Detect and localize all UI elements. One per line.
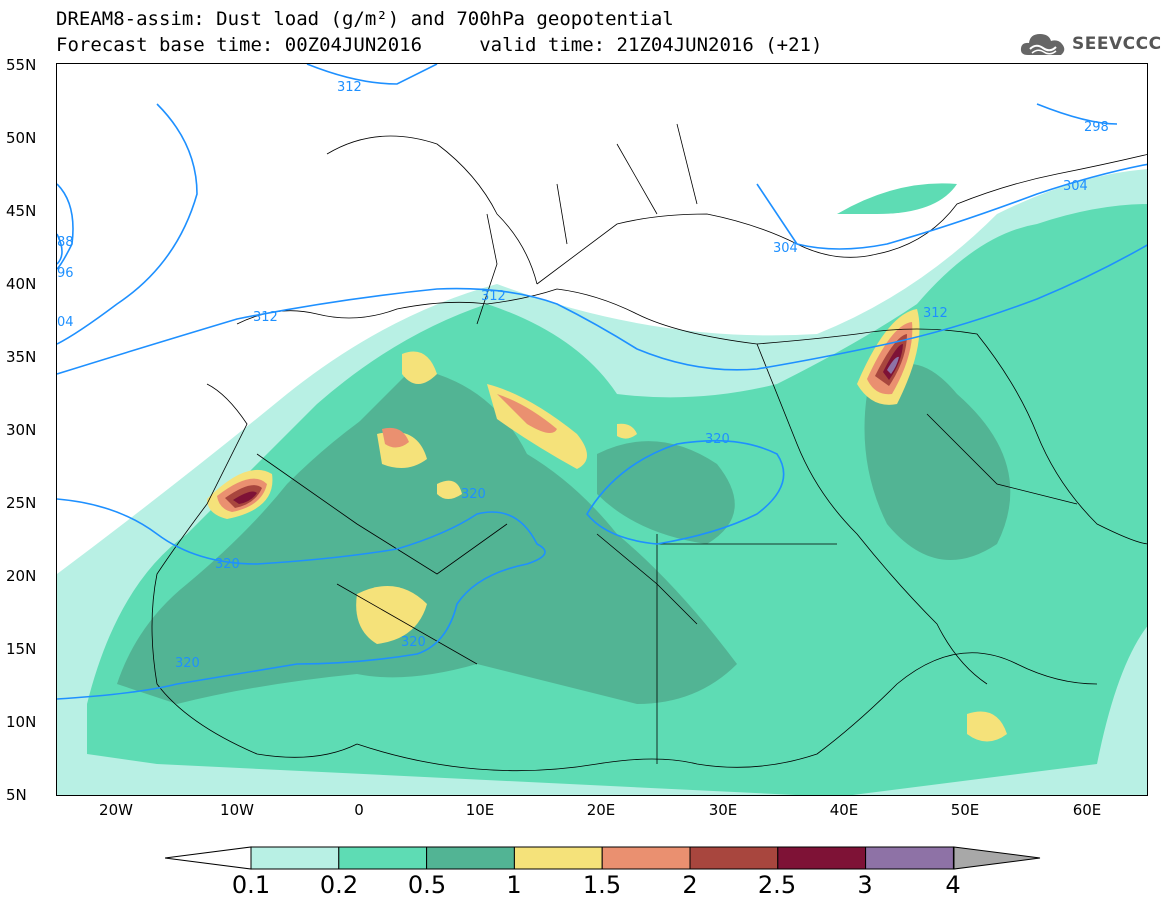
map-title: DREAM8-assim: Dust load (g/m²) and 700hP… bbox=[56, 8, 674, 30]
dust-load-3-layer bbox=[887, 356, 899, 374]
lat-label-10n: 10N bbox=[6, 713, 37, 731]
contour-label: 312 bbox=[253, 310, 278, 325]
lat-label-40n: 40N bbox=[6, 275, 37, 293]
colorbar-cell bbox=[426, 846, 515, 870]
map-canvas: 312 298 304 88 96 04 312 312 304 312 320… bbox=[57, 64, 1147, 795]
contour-label: 96 bbox=[57, 266, 74, 281]
colorbar-upper-arrow bbox=[953, 846, 1041, 870]
lon-label-40e: 40E bbox=[829, 801, 859, 819]
geopotential-contours bbox=[57, 64, 1147, 700]
lon-label-10w: 10W bbox=[220, 801, 254, 819]
colorbar-cells bbox=[250, 846, 954, 870]
seevccc-logo: SEEVCCC bbox=[1018, 24, 1162, 64]
contour-label: 312 bbox=[337, 80, 362, 95]
contour-label: 304 bbox=[1063, 179, 1088, 194]
contour-label: 320 bbox=[215, 557, 240, 572]
contour-labels: 312 298 304 88 96 04 312 312 304 312 320… bbox=[57, 80, 1109, 671]
contour-label: 312 bbox=[481, 289, 506, 304]
map-subtitle: Forecast base time: 00Z04JUN2016 valid t… bbox=[56, 34, 823, 56]
colorbar-tick-label: 3 bbox=[857, 871, 873, 899]
contour-label: 320 bbox=[401, 635, 426, 650]
colorbar-tick-label: 1.5 bbox=[582, 871, 622, 899]
contour-label: 320 bbox=[461, 487, 486, 502]
lon-label-60e: 60E bbox=[1072, 801, 1102, 819]
contour-label: 320 bbox=[705, 432, 730, 447]
lat-label-5n: 5N bbox=[6, 786, 27, 804]
lon-label-20e: 20E bbox=[586, 801, 616, 819]
colorbar-cell bbox=[513, 846, 603, 870]
contour-label: 88 bbox=[57, 235, 74, 250]
colorbar-cell bbox=[601, 846, 691, 870]
lat-label-45n: 45N bbox=[6, 202, 37, 220]
colorbar bbox=[165, 846, 1041, 870]
logo-text: SEEVCCC bbox=[1072, 34, 1162, 54]
lat-label-15n: 15N bbox=[6, 640, 37, 658]
lon-label-30e: 30E bbox=[708, 801, 738, 819]
contour-label: 320 bbox=[175, 656, 200, 671]
lon-label-20w: 20W bbox=[99, 801, 133, 819]
contour-label: 298 bbox=[1084, 120, 1109, 135]
lat-label-20n: 20N bbox=[6, 567, 37, 585]
lat-label-35n: 35N bbox=[6, 348, 37, 366]
colorbar-lower-arrow bbox=[165, 846, 252, 870]
coastlines bbox=[151, 123, 1147, 772]
lon-label-10e: 10E bbox=[465, 801, 495, 819]
lat-label-50n: 50N bbox=[6, 129, 37, 147]
lat-label-25n: 25N bbox=[6, 494, 37, 512]
colorbar-cell bbox=[865, 846, 954, 870]
colorbar-tick-label: 0.1 bbox=[231, 871, 271, 899]
colorbar-tick-label: 0.5 bbox=[407, 871, 447, 899]
colorbar-cell bbox=[250, 846, 340, 870]
colorbar-tick-label: 2 bbox=[682, 871, 698, 899]
colorbar-cell bbox=[338, 846, 428, 870]
cloud-icon bbox=[1020, 34, 1065, 55]
contour-label: 312 bbox=[923, 306, 948, 321]
colorbar-tick-label: 2.5 bbox=[757, 871, 797, 899]
colorbar-cell bbox=[689, 846, 779, 870]
colorbar-tick-label: 0.2 bbox=[319, 871, 359, 899]
map-plot-area: 312 298 304 88 96 04 312 312 304 312 320… bbox=[56, 63, 1148, 796]
lon-label-0: 0 bbox=[354, 801, 364, 819]
colorbar-tick-label: 1 bbox=[506, 871, 522, 899]
colorbar-cell bbox=[777, 846, 867, 870]
lat-label-55n: 55N bbox=[6, 56, 37, 74]
contour-label: 304 bbox=[773, 241, 798, 256]
colorbar-tick-label: 4 bbox=[945, 871, 961, 899]
contour-label: 04 bbox=[57, 315, 74, 330]
lat-label-30n: 30N bbox=[6, 421, 37, 439]
lon-label-50e: 50E bbox=[950, 801, 980, 819]
